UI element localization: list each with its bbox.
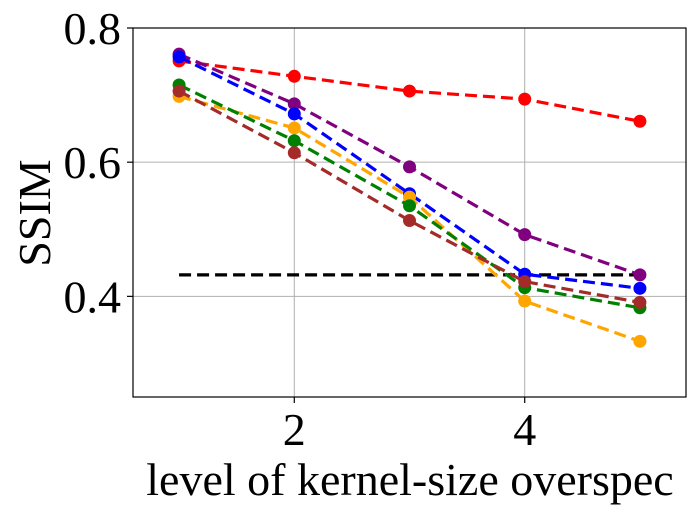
- data-point-brown: [172, 84, 186, 98]
- data-point-green: [403, 199, 416, 213]
- x-tick-label: 4: [513, 404, 536, 455]
- plot-frame: [132, 27, 687, 398]
- data-point-orange: [633, 334, 647, 348]
- x-axis-label: level of kernel-size overspec: [146, 454, 673, 505]
- data-point-blue: [172, 50, 186, 64]
- y-tick-label: 0.8: [64, 3, 122, 54]
- y-axis-label: SSIM: [9, 159, 60, 266]
- series-purple: [172, 47, 647, 282]
- series-brown: [172, 84, 647, 309]
- series-red: [172, 54, 647, 128]
- data-point-red: [403, 84, 416, 98]
- grid: [133, 27, 686, 397]
- data-point-purple: [403, 160, 416, 174]
- data-point-purple: [633, 268, 647, 282]
- data-point-blue: [287, 107, 301, 121]
- data-point-orange: [287, 121, 301, 135]
- data-point-red: [287, 69, 301, 83]
- data-point-brown: [633, 295, 647, 309]
- data-point-purple: [518, 228, 532, 242]
- data-point-orange: [518, 294, 532, 308]
- data-point-brown: [287, 146, 301, 160]
- series-line-brown: [178, 89, 641, 304]
- y-tick-label: 0.6: [64, 137, 122, 188]
- data-point-red: [633, 114, 647, 128]
- data-point-blue: [633, 281, 647, 295]
- series-layer: [172, 47, 647, 348]
- y-tick-label: 0.4: [64, 271, 122, 322]
- data-point-red: [518, 92, 532, 106]
- data-point-green: [287, 134, 301, 148]
- data-point-brown: [403, 214, 416, 228]
- x-tick-label: 2: [283, 404, 306, 455]
- data-point-purple: [287, 97, 301, 111]
- series-line-red: [178, 59, 641, 123]
- data-point-brown: [518, 275, 532, 289]
- y-axis-ticks: 0.4 0.6 0.8: [64, 3, 133, 322]
